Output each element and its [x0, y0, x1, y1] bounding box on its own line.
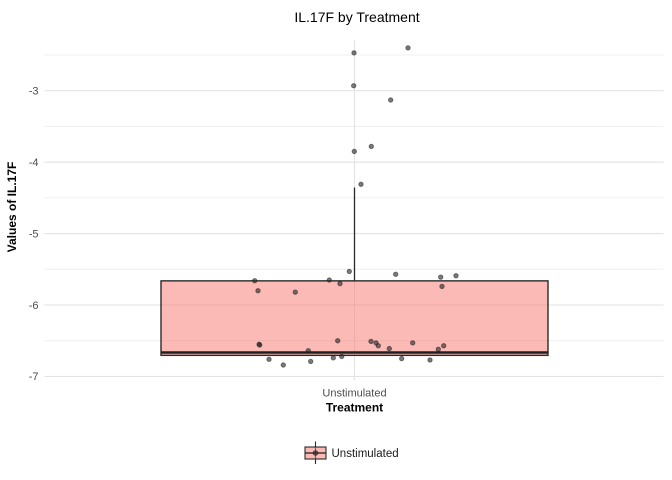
y-axis-title: Values of IL.17F [5, 162, 19, 253]
legend-label: Unstimulated [332, 448, 399, 460]
boxplot-group [160, 187, 549, 357]
chart-title: IL.17F by Treatment [294, 9, 419, 25]
data-point [368, 143, 374, 150]
jitter-points [252, 45, 459, 368]
data-point [330, 355, 336, 361]
data-point [351, 148, 357, 155]
data-point [339, 353, 345, 360]
data-point [375, 343, 381, 349]
x-axis-tick-label: Unstimulated [322, 388, 386, 400]
data-point [386, 345, 392, 352]
data-point [308, 358, 314, 365]
data-point [257, 342, 263, 348]
y-tick-label: -6 [29, 300, 39, 312]
data-point [337, 280, 343, 287]
data-point [393, 271, 399, 277]
data-point [399, 355, 405, 362]
data-point [427, 357, 433, 363]
data-point [326, 277, 332, 283]
box-iqr [160, 280, 549, 357]
y-axis-tick-labels: -3 -4 -5 -6 -7 [29, 86, 39, 384]
legend-key-point [312, 450, 319, 456]
data-point [255, 288, 261, 294]
data-point [252, 278, 258, 284]
x-axis-title: Treatment [326, 401, 383, 415]
data-point [280, 362, 286, 368]
data-point [346, 268, 352, 275]
y-tick-label: -5 [29, 228, 39, 240]
data-point [405, 45, 411, 51]
data-point [441, 343, 447, 349]
data-point [351, 50, 357, 56]
data-point [335, 338, 341, 344]
data-point [438, 274, 444, 280]
legend: Unstimulated [304, 441, 399, 464]
data-point [453, 273, 459, 279]
y-tick-label: -3 [29, 86, 39, 98]
data-point [305, 348, 311, 354]
data-point [292, 289, 298, 295]
data-point [266, 356, 272, 362]
data-point [388, 97, 394, 103]
data-point [351, 83, 357, 89]
data-point [439, 283, 445, 290]
data-point [358, 181, 364, 187]
data-point [410, 340, 416, 346]
y-tick-label: -7 [29, 371, 39, 383]
data-point [368, 338, 374, 345]
data-point [435, 346, 441, 352]
y-tick-label: -4 [29, 157, 39, 169]
